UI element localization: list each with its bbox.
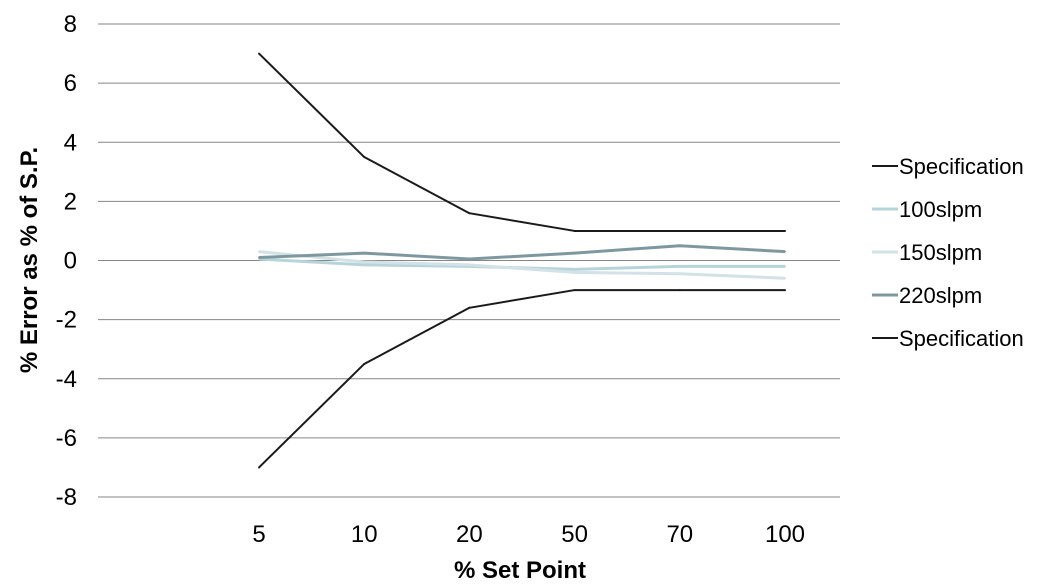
y-tick-label: 6 xyxy=(64,70,77,97)
series-lines xyxy=(258,52,786,469)
x-tick-label: 70 xyxy=(666,521,693,548)
data-point xyxy=(784,229,786,232)
data-point xyxy=(573,271,576,274)
series-line xyxy=(258,244,786,261)
x-tick-label: 20 xyxy=(456,521,483,548)
x-tick-label: 50 xyxy=(561,521,588,548)
series-line xyxy=(258,52,785,232)
data-point xyxy=(258,52,260,55)
y-axis-ticks: 8 6 4 2 0 -2 -4 -6 -8 xyxy=(56,11,77,511)
legend-label: 150slpm xyxy=(899,240,982,265)
y-tick-label: 8 xyxy=(64,11,77,38)
series-4-group xyxy=(258,244,786,261)
y-tick-label: 4 xyxy=(64,129,77,156)
data-point xyxy=(468,258,471,261)
y-tick-label: 2 xyxy=(64,188,77,215)
x-axis-ticks: 5 10 20 50 70 100 xyxy=(252,521,805,548)
data-point xyxy=(678,289,681,292)
data-point xyxy=(573,289,576,292)
data-point xyxy=(784,277,786,280)
data-point xyxy=(468,212,471,215)
y-tick-label: -4 xyxy=(56,366,77,393)
data-point xyxy=(678,272,681,275)
x-tick-label: 100 xyxy=(765,521,805,548)
legend-label: Specification xyxy=(899,154,1024,179)
data-point xyxy=(784,289,786,292)
data-point xyxy=(678,244,681,247)
series-3-group xyxy=(258,250,786,280)
data-point xyxy=(784,265,786,268)
legend-label: 220slpm xyxy=(899,283,982,308)
legend-label: Specification xyxy=(899,326,1024,351)
data-point xyxy=(468,263,471,266)
y-axis-title: % Error as % of S.P. xyxy=(16,147,43,373)
data-point xyxy=(678,229,681,232)
y-tick-label: 0 xyxy=(64,248,77,275)
series-1-group xyxy=(258,52,786,232)
y-tick-label: -6 xyxy=(56,425,77,452)
y-tick-label: -8 xyxy=(56,484,77,511)
data-point xyxy=(784,250,786,253)
data-point xyxy=(468,306,471,309)
data-point xyxy=(258,466,260,469)
data-point xyxy=(363,362,366,365)
x-axis-title: % Set Point xyxy=(454,557,586,584)
series-line xyxy=(258,250,786,280)
data-point xyxy=(573,229,576,232)
data-point xyxy=(258,250,260,253)
x-tick-label: 10 xyxy=(351,521,378,548)
series-line xyxy=(258,289,785,469)
data-point xyxy=(363,263,366,266)
data-point xyxy=(258,256,260,259)
x-tick-label: 5 xyxy=(252,521,265,548)
data-point xyxy=(678,265,681,268)
legend-label: 100slpm xyxy=(899,197,982,222)
data-point xyxy=(573,252,576,255)
data-point xyxy=(573,268,576,271)
series-5-group xyxy=(258,289,786,469)
data-point xyxy=(363,156,366,159)
data-point xyxy=(363,252,366,255)
legend: Specification 100slpm 150slpm 220slpm Specif… xyxy=(872,154,1024,351)
y-tick-label: -2 xyxy=(56,307,77,334)
data-point xyxy=(363,260,366,263)
